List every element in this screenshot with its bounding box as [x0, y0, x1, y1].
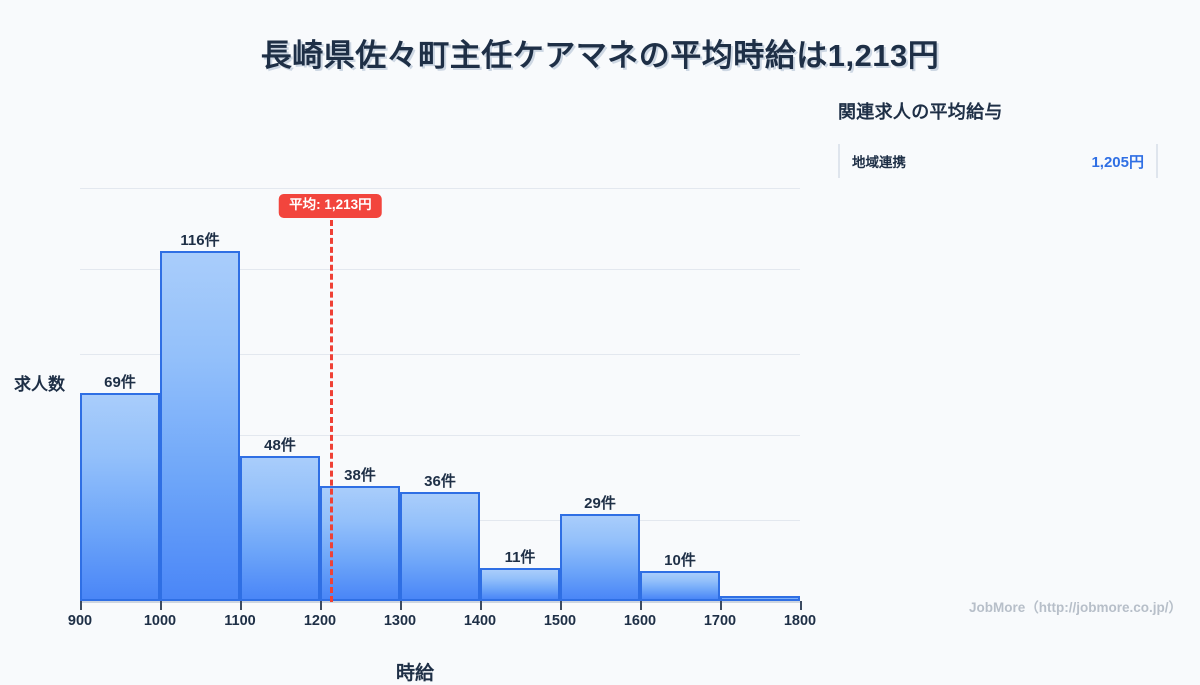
bar-value-label: 11件: [504, 548, 536, 566]
histogram-bar: [560, 513, 640, 601]
x-axis-tick-label: 1200: [303, 613, 337, 629]
x-axis-tick: [480, 601, 482, 610]
gridline: [80, 187, 800, 189]
footer-credit: JobMore（http://jobmore.co.jp/）: [969, 600, 1182, 615]
bar-value-label: 10件: [664, 551, 696, 569]
related-salary-title: 関連求人の平均給与: [838, 102, 1003, 122]
x-axis-tick: [160, 601, 162, 610]
x-axis-tick: [800, 601, 802, 610]
x-axis-tick: [560, 601, 562, 610]
gridline: [80, 269, 800, 271]
histogram-bar: [160, 251, 240, 601]
x-axis-tick-label: 900: [67, 613, 93, 629]
y-axis-title: 求人数: [14, 375, 65, 394]
average-badge: 平均: 1,213円: [279, 194, 382, 218]
x-axis-baseline: [80, 601, 801, 603]
x-axis-tick: [720, 601, 722, 610]
related-salary-panel: 関連求人の平均給与 地域連携 1,205円: [838, 98, 1178, 178]
x-axis-tick-label: 1500: [543, 613, 577, 629]
related-salary-list: 地域連携 1,205円: [838, 144, 1178, 178]
x-axis-tick: [240, 601, 242, 610]
histogram-chart: 求人数 時給 69件 116件 48件 38件 36件 11件 29件 10件 900 1000 1…: [0, 90, 830, 684]
x-axis-tick: [400, 601, 402, 610]
x-axis-tick-label: 1800: [783, 613, 817, 629]
salary-row-value: 1,205円: [1091, 153, 1144, 171]
x-axis-tick-label: 1700: [703, 613, 737, 629]
bar-value-label: 48件: [264, 437, 296, 455]
gridline: [80, 435, 800, 437]
x-axis-tick-label: 1300: [383, 613, 417, 629]
x-axis-tick-label: 1100: [224, 613, 256, 629]
salary-row-name: 地域連携: [852, 155, 906, 170]
salary-row: 地域連携 1,205円: [838, 144, 1158, 178]
histogram-bar: [720, 596, 800, 601]
x-axis-tick-label: 1400: [463, 613, 497, 629]
page-title: 長崎県佐々町主任ケアマネの平均時給は1,213円: [260, 38, 940, 73]
x-axis-tick: [640, 601, 642, 610]
x-axis-tick-label: 1000: [143, 613, 177, 629]
x-axis-tick: [320, 601, 322, 610]
bar-value-label: 36件: [424, 473, 456, 491]
bar-value-label: 38件: [344, 467, 376, 485]
x-axis-tick: [80, 601, 82, 610]
histogram-bar: [640, 570, 720, 601]
average-line: [330, 220, 334, 602]
histogram-bar: [400, 492, 480, 601]
bar-value-label: 69件: [104, 373, 136, 391]
gridline: [80, 353, 800, 355]
x-axis-tick-label: 1600: [623, 613, 657, 629]
histogram-bar: [480, 567, 560, 601]
x-axis-title: 時給: [395, 663, 434, 684]
bar-value-label: 116件: [180, 232, 220, 250]
histogram-bar: [240, 456, 320, 601]
bar-value-label: 29件: [584, 494, 616, 512]
histogram-bar: [80, 392, 160, 601]
